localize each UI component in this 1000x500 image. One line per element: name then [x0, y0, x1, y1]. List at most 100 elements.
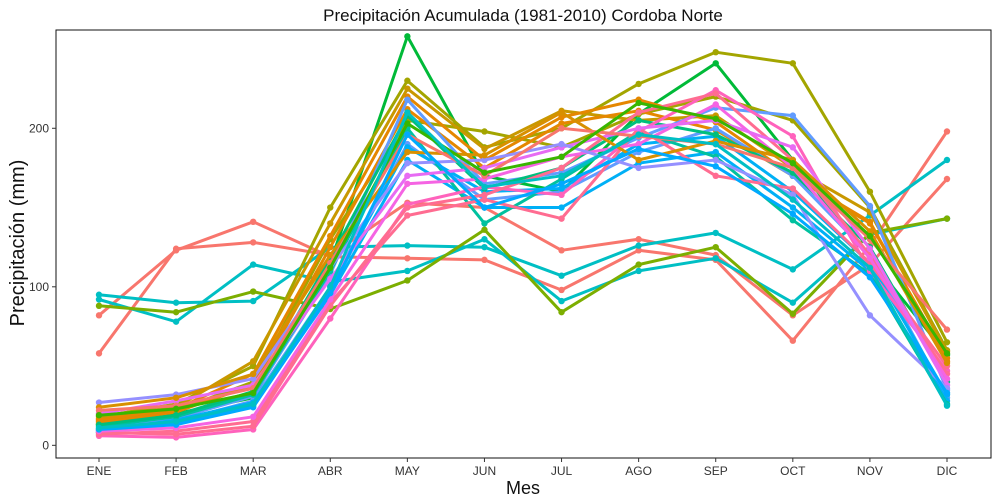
- data-point: [558, 204, 565, 211]
- data-point: [635, 267, 642, 275]
- data-point: [404, 148, 411, 156]
- data-point: [635, 80, 642, 88]
- data-point: [249, 389, 257, 397]
- x-tick-label: MAY: [395, 464, 420, 478]
- data-point: [249, 375, 257, 382]
- data-point: [404, 180, 411, 187]
- data-point: [481, 226, 488, 233]
- data-point: [404, 33, 411, 40]
- y-axis-title: Precipitación (mm): [7, 160, 29, 327]
- data-point: [249, 261, 257, 268]
- data-point: [95, 296, 103, 303]
- data-point: [943, 175, 951, 183]
- data-point: [558, 308, 565, 316]
- plot-area: 0 100 200 ENE FEB MAR ABR MAY JUN JUL AGO SEP OCT NOV…: [29, 29, 992, 478]
- data-point: [789, 112, 797, 119]
- data-point: [172, 412, 180, 419]
- data-point: [558, 172, 565, 180]
- data-point: [712, 115, 719, 122]
- data-point: [712, 90, 719, 97]
- data-point: [327, 220, 334, 227]
- data-point: [249, 370, 257, 378]
- data-point: [943, 359, 951, 367]
- data-point: [558, 185, 565, 192]
- series-line: [97, 133, 949, 431]
- data-point: [249, 218, 257, 226]
- data-point: [481, 169, 488, 176]
- series-line: [97, 110, 949, 409]
- data-point: [481, 152, 488, 159]
- data-point: [558, 272, 565, 279]
- x-tick-label: DIC: [937, 464, 958, 478]
- data-point: [943, 156, 951, 164]
- data-point: [481, 145, 488, 153]
- data-point: [481, 243, 488, 251]
- data-point: [404, 255, 411, 262]
- data-point: [172, 318, 180, 325]
- x-axis-title: Mes: [506, 478, 540, 498]
- data-point: [249, 362, 257, 370]
- y-tick-label: 100: [29, 280, 49, 294]
- data-point: [943, 402, 951, 409]
- data-point: [943, 128, 951, 135]
- data-point: [866, 245, 874, 252]
- data-point: [789, 266, 797, 273]
- data-point: [635, 125, 642, 132]
- data-point: [404, 120, 411, 127]
- series-line: [97, 126, 949, 436]
- data-point: [249, 288, 257, 295]
- data-point: [327, 264, 334, 271]
- data-point: [789, 133, 797, 140]
- panel-border: [55, 29, 992, 459]
- data-point: [404, 77, 411, 84]
- series-line: [97, 88, 949, 439]
- x-tick-label: NOV: [857, 464, 883, 478]
- data-point: [404, 204, 411, 211]
- data-point: [95, 407, 103, 414]
- data-point: [404, 131, 411, 138]
- data-point: [481, 196, 488, 203]
- data-point: [635, 109, 642, 116]
- data-point: [943, 215, 951, 222]
- series-line: [97, 118, 949, 416]
- x-tick-label: MAR: [240, 464, 267, 478]
- data-point: [712, 131, 719, 138]
- data-point: [712, 148, 719, 156]
- data-point: [249, 239, 257, 246]
- data-point: [172, 405, 180, 413]
- data-point: [635, 99, 642, 107]
- data-point: [635, 156, 642, 164]
- data-point: [789, 191, 797, 199]
- data-point: [481, 183, 488, 191]
- data-point: [327, 251, 334, 259]
- data-point: [481, 191, 488, 199]
- data-point: [404, 109, 411, 116]
- data-point: [327, 232, 334, 240]
- data-point: [404, 267, 411, 275]
- data-point: [943, 339, 951, 346]
- data-point: [95, 399, 103, 406]
- data-point: [712, 140, 719, 148]
- data-point: [481, 128, 488, 135]
- data-point: [712, 60, 719, 67]
- data-point: [249, 423, 257, 430]
- data-point: [866, 188, 874, 195]
- data-point: [789, 204, 797, 211]
- data-point: [95, 412, 103, 419]
- data-point: [172, 394, 180, 401]
- data-point: [404, 172, 411, 180]
- data-point: [249, 358, 257, 365]
- data-point: [712, 163, 719, 170]
- data-point: [712, 101, 719, 108]
- data-point: [404, 212, 411, 219]
- series-line: [97, 217, 949, 316]
- x-tick-label: JUN: [473, 464, 496, 478]
- data-point: [172, 308, 180, 316]
- data-point: [95, 312, 103, 319]
- data-point: [789, 144, 797, 151]
- data-point: [558, 120, 565, 127]
- data-point: [789, 310, 797, 317]
- data-point: [789, 60, 797, 67]
- data-point: [327, 243, 334, 251]
- data-point: [866, 255, 874, 262]
